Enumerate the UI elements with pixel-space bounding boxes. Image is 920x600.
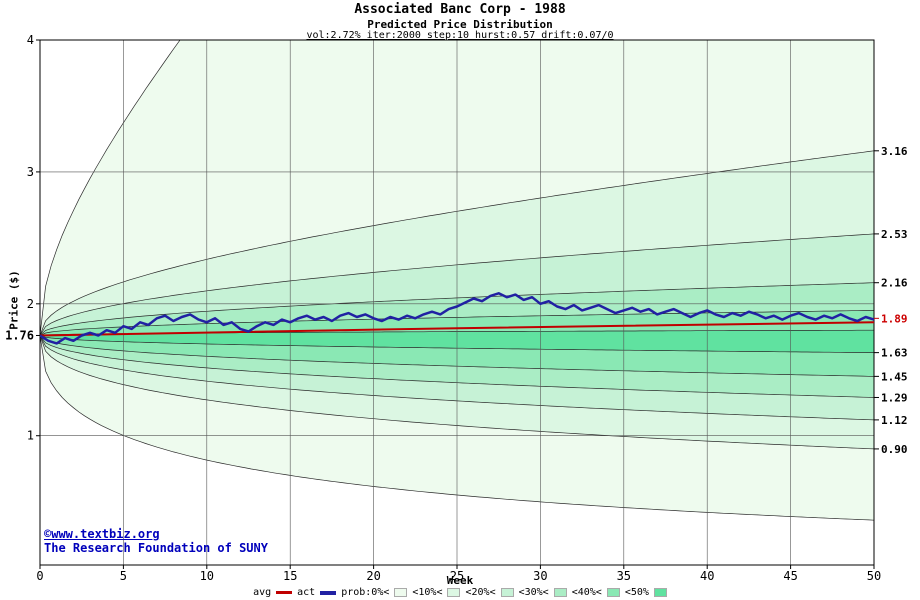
chart-subtitle: Predicted Price Distribution [367,18,553,31]
legend-label-6: <40%< [571,587,602,598]
svg-text:4: 4 [27,33,34,47]
legend-swatch-7 [653,588,667,597]
chart-params-text: vol:2.72% iter:2000 step:10 hurst:0.57 d… [306,30,614,41]
svg-text:45: 45 [783,569,797,583]
svg-text:1.76: 1.76 [5,328,34,342]
x-tick-labels: 0 5 10 15 20 25 30 35 40 45 50 [36,565,881,583]
svg-text:20: 20 [366,569,380,583]
chart-legend: avg act prob:0%< <10%< <20%< <30%< <40%< <50% [0,587,920,598]
legend-swatch-4 [500,588,514,597]
svg-text:3.16: 3.16 [881,145,908,158]
right-axis-labels: 3.16 2.53 2.16 1.89 1.63 1.45 1.29 1.12 0.90 [874,145,908,456]
svg-text:10: 10 [200,569,214,583]
svg-text:2: 2 [27,297,34,311]
credit-link[interactable]: ©www.textbiz.org [44,527,160,541]
legend-label-5: <30%< [518,587,549,598]
legend-label-2: prob:0%< [341,587,390,598]
legend-swatch-6 [606,588,620,597]
svg-text:30: 30 [533,569,547,583]
svg-text:40: 40 [700,569,714,583]
svg-text:1.12: 1.12 [881,414,908,427]
legend-label-0: avg [253,587,272,598]
chart-title: Associated Banc Corp - 1988 [354,2,566,17]
svg-text:3: 3 [27,165,34,179]
legend-swatch-2 [394,588,408,597]
svg-text:1.63: 1.63 [881,347,908,360]
legend-label-1: act [297,587,316,598]
svg-text:5: 5 [120,569,127,583]
legend-line-0 [276,591,293,594]
legend-label-7: <50% [624,587,649,598]
credit-text: The Research Foundation of SUNY [44,541,268,555]
svg-text:1.45: 1.45 [881,370,908,383]
svg-text:15: 15 [283,569,297,583]
svg-text:2.16: 2.16 [881,277,908,290]
legend-line-1 [320,590,337,595]
grid [40,40,874,565]
svg-text:1.29: 1.29 [881,391,908,404]
svg-text:35: 35 [617,569,631,583]
legend-label-3: <10%< [412,587,443,598]
legend-swatch-3 [447,588,461,597]
svg-text:0: 0 [36,569,43,583]
y-tick-labels: 1 2 3 4 1.76 [5,33,40,443]
svg-text:50: 50 [867,569,881,583]
svg-text:1: 1 [27,429,34,443]
svg-text:0.90: 0.90 [881,443,908,456]
svg-text:2.53: 2.53 [881,228,908,241]
legend-label-4: <20%< [465,587,496,598]
credits: ©www.textbiz.org The Research Foundation… [44,527,268,555]
avg-line [40,321,874,337]
chart-params: vol:2.72% iter:2000 step:10 hurst:0.57 d… [0,30,920,41]
x-axis-title: Week [446,574,474,587]
legend-swatch-5 [553,588,567,597]
svg-text:1.89: 1.89 [881,312,908,325]
svg-text:25: 25 [450,569,464,583]
y-axis-title: Price ($) [7,270,21,330]
act-line [40,292,874,345]
